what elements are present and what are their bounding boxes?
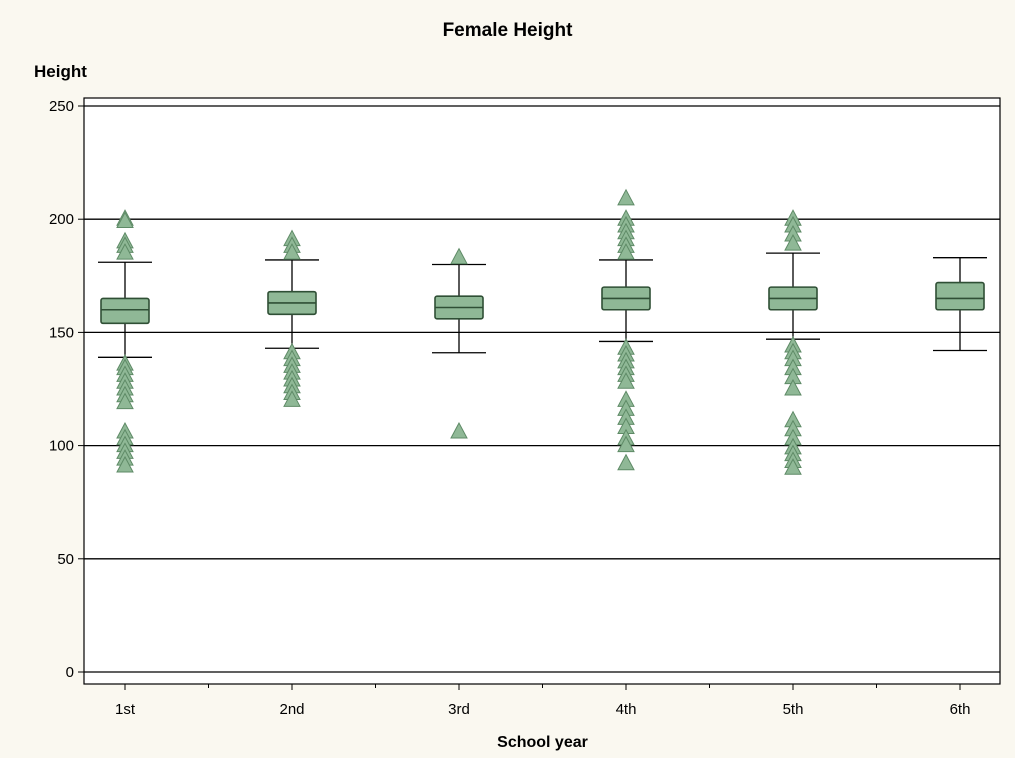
outlier-marker	[784, 458, 802, 475]
outlier-marker	[617, 243, 635, 260]
outlier-marker	[617, 188, 635, 206]
outlier-marker	[283, 243, 301, 260]
outlier-marker	[450, 421, 468, 439]
outlier-marker	[617, 453, 635, 471]
outlier-marker	[116, 392, 134, 410]
box-group-3rd	[432, 247, 486, 439]
y-tick-label: 50	[57, 551, 74, 568]
outlier-marker	[617, 372, 635, 389]
outlier-marker	[784, 234, 802, 251]
y-axis-title: Height	[34, 62, 87, 81]
outlier-marker	[617, 435, 635, 453]
box-group-5th	[766, 209, 820, 475]
outlier-marker	[784, 378, 802, 396]
box-group-2nd	[265, 229, 319, 407]
plot-frame	[83, 97, 1001, 685]
chart-title: Female Height	[442, 20, 573, 41]
x-tick-label: 1st	[115, 701, 136, 718]
x-tick-label: 4th	[616, 701, 637, 718]
outlier-marker	[450, 247, 468, 265]
y-tick-label: 250	[49, 98, 74, 115]
outlier-marker	[116, 455, 134, 473]
y-tick-label: 0	[66, 664, 74, 681]
x-tick-label: 2nd	[279, 701, 304, 718]
x-tick-label: 6th	[950, 701, 971, 718]
y-tick-label: 200	[49, 211, 74, 228]
x-axis-title: School year	[497, 734, 588, 751]
box-group-4th	[599, 188, 653, 471]
y-tick-label: 150	[49, 324, 74, 341]
y-tick-label: 100	[49, 438, 74, 455]
x-tick-label: 3rd	[448, 701, 470, 718]
outlier-marker	[116, 211, 134, 228]
box-iqr	[100, 297, 150, 325]
box-iqr	[935, 281, 985, 311]
box-group-1st	[98, 209, 152, 473]
box-group-6th	[933, 257, 987, 352]
x-tick-label: 5th	[783, 701, 804, 718]
outlier-marker	[116, 243, 134, 260]
outlier-marker	[283, 390, 301, 407]
